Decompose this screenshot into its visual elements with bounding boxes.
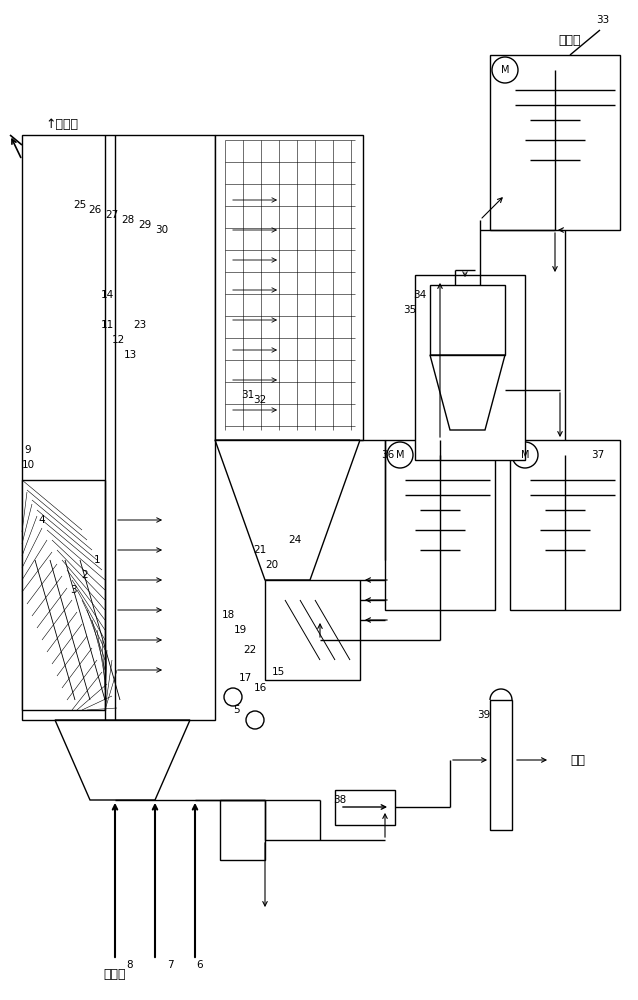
Text: 16: 16 bbox=[253, 683, 267, 693]
Bar bbox=[220, 800, 265, 860]
Text: 39: 39 bbox=[477, 710, 491, 720]
Text: 13: 13 bbox=[123, 350, 137, 360]
Text: 14: 14 bbox=[100, 290, 114, 300]
Bar bbox=[510, 440, 620, 610]
Text: 5: 5 bbox=[234, 705, 241, 715]
Text: 11: 11 bbox=[100, 320, 114, 330]
Text: 26: 26 bbox=[89, 205, 101, 215]
Text: 22: 22 bbox=[243, 645, 256, 655]
Text: 4: 4 bbox=[39, 515, 45, 525]
Text: 36: 36 bbox=[382, 450, 395, 460]
Bar bbox=[490, 55, 620, 230]
Text: M: M bbox=[396, 450, 404, 460]
Text: 31: 31 bbox=[241, 390, 255, 400]
Text: 34: 34 bbox=[413, 290, 427, 300]
Bar bbox=[430, 285, 505, 355]
Text: 2: 2 bbox=[82, 570, 88, 580]
Text: 38: 38 bbox=[334, 795, 346, 805]
Text: 32: 32 bbox=[253, 395, 267, 405]
Text: 8: 8 bbox=[127, 960, 133, 970]
Bar bbox=[22, 480, 105, 710]
Bar bbox=[22, 135, 215, 720]
Text: 25: 25 bbox=[73, 200, 87, 210]
Text: 37: 37 bbox=[591, 450, 605, 460]
Bar bbox=[265, 580, 360, 680]
Text: 23: 23 bbox=[133, 320, 147, 330]
Text: 9: 9 bbox=[25, 445, 31, 455]
Text: 24: 24 bbox=[288, 535, 302, 545]
Bar bbox=[385, 440, 495, 610]
Text: ↑净烟气: ↑净烟气 bbox=[45, 118, 78, 131]
Text: 18: 18 bbox=[221, 610, 235, 620]
Text: 3: 3 bbox=[70, 585, 77, 595]
Text: 29: 29 bbox=[138, 220, 152, 230]
Text: 15: 15 bbox=[271, 667, 285, 677]
Text: 21: 21 bbox=[253, 545, 267, 555]
Text: 19: 19 bbox=[234, 625, 247, 635]
Text: 35: 35 bbox=[403, 305, 417, 315]
Text: 33: 33 bbox=[597, 15, 610, 25]
Bar bbox=[415, 275, 525, 460]
Text: 10: 10 bbox=[22, 460, 34, 470]
Text: 28: 28 bbox=[121, 215, 135, 225]
Text: 7: 7 bbox=[167, 960, 174, 970]
Text: 20: 20 bbox=[265, 560, 279, 570]
Text: M: M bbox=[501, 65, 509, 75]
Bar bbox=[490, 700, 512, 830]
Text: 30: 30 bbox=[156, 225, 168, 235]
Bar bbox=[335, 790, 395, 825]
Text: 6: 6 bbox=[197, 960, 204, 970]
Text: 12: 12 bbox=[112, 335, 124, 345]
Text: M: M bbox=[521, 450, 530, 460]
Text: 27: 27 bbox=[105, 210, 119, 220]
Text: 石膏: 石膏 bbox=[570, 754, 585, 766]
Text: 电石渣: 电石渣 bbox=[559, 33, 581, 46]
Text: 17: 17 bbox=[239, 673, 251, 683]
Bar bbox=[215, 135, 363, 440]
Text: 原烟气: 原烟气 bbox=[104, 968, 126, 982]
Text: 1: 1 bbox=[94, 555, 100, 565]
